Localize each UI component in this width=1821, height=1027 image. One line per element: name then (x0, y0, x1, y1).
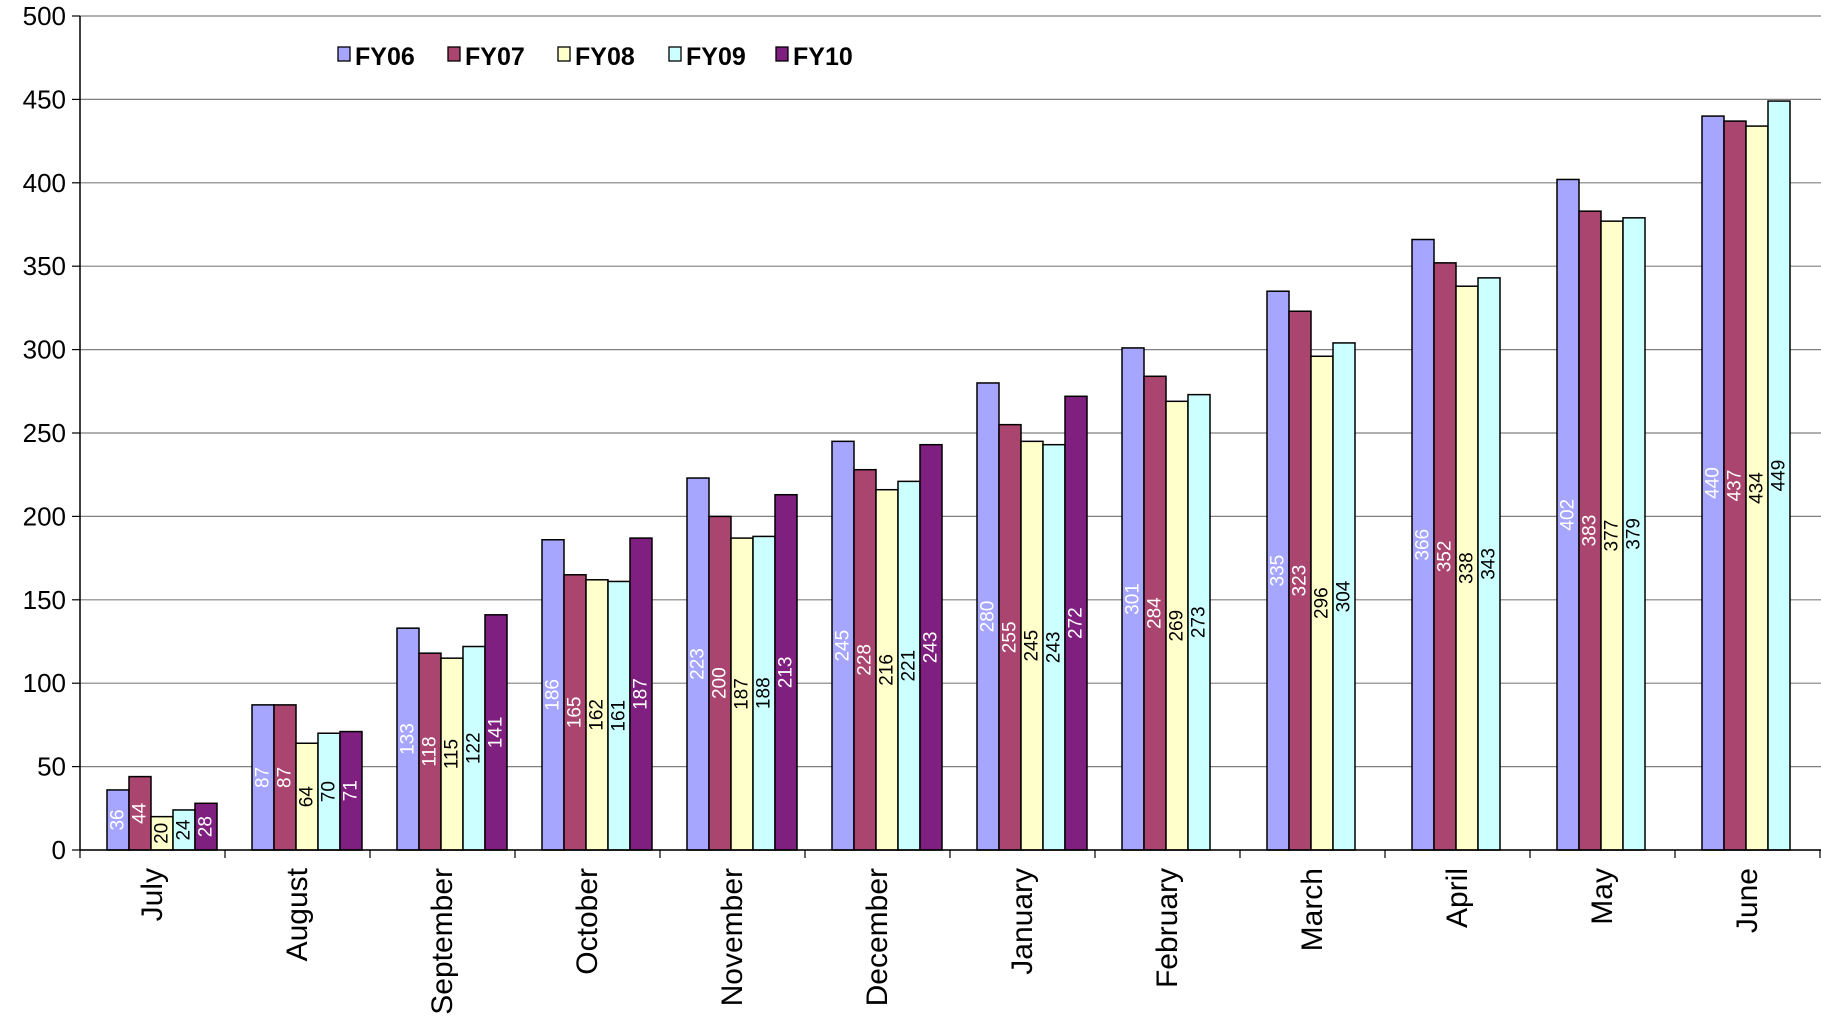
data-label: 245 (833, 630, 854, 662)
data-label: 255 (1000, 621, 1021, 653)
data-label: 273 (1189, 606, 1210, 638)
y-tick-label: 100 (23, 668, 66, 698)
data-label: 162 (587, 699, 608, 731)
data-label: 28 (196, 816, 217, 837)
data-label: 343 (1479, 548, 1500, 580)
y-tick-label: 50 (37, 752, 66, 782)
x-axis: July August September October November Decemb… (79, 849, 1821, 1015)
legend: FY06 FY07 FY08 FY09 FY10 (337, 43, 853, 71)
legend-swatch-fy08 (557, 46, 571, 62)
legend-label-fy06: FY06 (355, 43, 415, 71)
data-label: 44 (130, 802, 151, 824)
legend-swatch-fy06 (337, 46, 351, 62)
data-label: 141 (486, 717, 507, 749)
data-label: 87 (275, 767, 296, 788)
data-label: 213 (776, 657, 797, 689)
data-label: 200 (710, 667, 731, 699)
y-tick-label: 350 (23, 251, 66, 281)
data-label: 64 (297, 786, 318, 808)
data-label: 352 (1435, 541, 1456, 573)
data-label: 304 (1334, 580, 1355, 612)
x-tick-label: October (571, 868, 604, 975)
data-label: 323 (1290, 565, 1311, 597)
data-label: 243 (921, 631, 942, 663)
x-tick-label: September (426, 868, 459, 1015)
data-label: 216 (877, 654, 898, 686)
data-label: 434 (1747, 472, 1768, 504)
data-label: 245 (1022, 630, 1043, 662)
data-label: 71 (341, 780, 362, 801)
x-tick-label: November (716, 868, 749, 1006)
legend-label-fy07: FY07 (465, 43, 525, 71)
data-label: 280 (978, 601, 999, 633)
data-label: 70 (319, 781, 340, 802)
x-tick-label: December (861, 868, 894, 1006)
y-tick-label: 200 (23, 501, 66, 531)
data-label: 243 (1044, 631, 1065, 663)
x-tick-label: January (1006, 868, 1039, 975)
data-label: 377 (1602, 520, 1623, 552)
data-label: 379 (1624, 518, 1645, 550)
data-label: 161 (609, 700, 630, 732)
data-label: 122 (464, 732, 485, 764)
data-label: 272 (1066, 607, 1087, 639)
data-label: 284 (1145, 597, 1166, 629)
data-label: 187 (732, 678, 753, 710)
data-label: 186 (543, 679, 564, 711)
data-label: 228 (855, 644, 876, 676)
data-label: 133 (398, 723, 419, 755)
data-label: 269 (1167, 610, 1188, 642)
x-tick-label: February (1151, 868, 1184, 988)
data-label: 165 (565, 697, 586, 729)
data-label: 366 (1413, 529, 1434, 561)
x-tick-label: March (1296, 868, 1329, 951)
data-label: 187 (631, 678, 652, 710)
y-tick-label: 0 (52, 835, 66, 865)
data-label: 301 (1123, 583, 1144, 615)
bars (106, 100, 1791, 851)
y-tick-label: 250 (23, 418, 66, 448)
x-tick-label: July (136, 868, 169, 921)
x-tick-label: August (281, 867, 314, 961)
y-tick-label: 400 (23, 168, 66, 198)
y-tick-label: 500 (23, 1, 66, 31)
data-label: 118 (420, 736, 441, 766)
data-label: 402 (1558, 499, 1579, 531)
legend-label-fy10: FY10 (793, 43, 853, 71)
data-label: 338 (1457, 552, 1478, 584)
y-tick-label: 150 (23, 585, 66, 615)
legend-label-fy08: FY08 (575, 43, 635, 71)
data-label: 223 (688, 648, 709, 680)
x-tick-label: April (1441, 868, 1474, 928)
y-axis: 0 50 100 150 200 250 300 350 400 450 500 (23, 1, 81, 865)
data-label: 221 (899, 650, 920, 682)
data-label: 188 (754, 677, 775, 709)
data-label: 335 (1268, 555, 1289, 587)
data-label: 36 (108, 809, 129, 830)
legend-swatch-fy09 (668, 46, 682, 62)
legend-label-fy09: FY09 (686, 43, 746, 71)
data-label: 115 (442, 739, 463, 769)
x-tick-label: June (1731, 868, 1764, 933)
y-tick-label: 450 (23, 84, 66, 114)
data-label: 437 (1725, 470, 1746, 502)
data-label: 24 (174, 819, 195, 841)
legend-swatch-fy10 (775, 46, 789, 62)
gridlines (80, 15, 1821, 851)
data-label: 440 (1703, 467, 1724, 499)
data-label: 296 (1312, 587, 1333, 619)
data-label: 87 (253, 767, 274, 788)
data-label: 449 (1769, 460, 1790, 492)
y-tick-label: 300 (23, 335, 66, 365)
data-label: 20 (152, 823, 173, 844)
data-label: 383 (1580, 515, 1601, 547)
x-tick-label: May (1586, 868, 1619, 925)
legend-swatch-fy07 (447, 46, 461, 62)
